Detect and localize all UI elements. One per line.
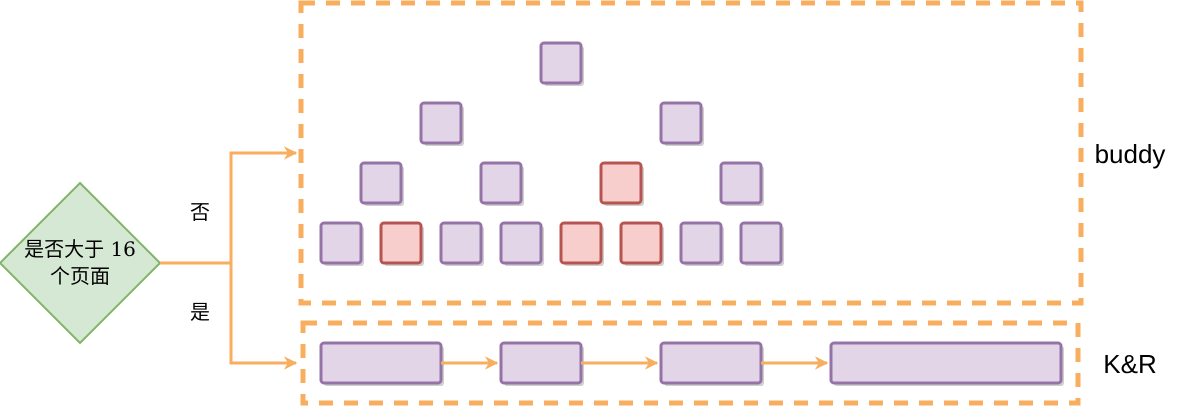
buddy-block-free-l3-3-box [499, 221, 543, 265]
buddy-block-used-l2-2-box [599, 161, 643, 205]
buddy-label: buddy [1095, 139, 1166, 169]
buddy-block-used-l3-4-box [559, 221, 603, 265]
buddy-block-free-l3-3 [499, 221, 544, 266]
buddy-block-free-l3-2-box [439, 221, 483, 265]
yes-branch-arrow [229, 263, 298, 370]
buddy-block-used-l3-1 [379, 221, 424, 266]
buddy-block-free-l3-6 [679, 221, 724, 266]
yes-branch-label: 是 [190, 300, 210, 324]
decision-label-line1: 是否大于 16 [24, 237, 136, 261]
buddy-block-free-l3-2 [439, 221, 484, 266]
buddy-container [298, 0, 1084, 306]
buddy-block-free-l3-7-box [739, 221, 783, 265]
buddy-block-used-l2-2 [599, 161, 644, 206]
buddy-block-free-l2-3 [719, 161, 764, 206]
buddy-group: buddy [298, 0, 1166, 306]
buddy-block-used-l3-4 [559, 221, 604, 266]
buddy-block-free-l3-0 [319, 221, 364, 266]
kr-block-1 [499, 341, 584, 386]
buddy-tree [319, 41, 784, 266]
buddy-block-free-l1-1 [659, 101, 704, 146]
buddy-block-free-l0-0-box [539, 41, 583, 85]
kr-free-list [319, 341, 1064, 386]
kr-block-2-box [659, 341, 763, 385]
buddy-block-free-l0-0 [539, 41, 584, 86]
kr-group: K&R [300, 320, 1157, 406]
buddy-block-free-l3-6-box [679, 221, 723, 265]
kr-block-0 [319, 341, 444, 386]
buddy-block-free-l2-3-box [719, 161, 763, 205]
buddy-block-used-l3-5-box [619, 221, 663, 265]
buddy-block-free-l2-0-box [359, 161, 403, 205]
kr-block-3-box [829, 341, 1063, 385]
buddy-block-free-l2-1-box [479, 161, 523, 205]
buddy-block-used-l3-5 [619, 221, 664, 266]
buddy-block-free-l3-7 [739, 221, 784, 266]
buddy-block-free-l1-0 [419, 101, 464, 146]
decision-diamond [0, 181, 162, 345]
no-branch-label: 否 [190, 200, 210, 224]
buddy-block-free-l1-0-box [419, 101, 463, 145]
buddy-block-free-l1-1-box [659, 101, 703, 145]
decision-node: 是否大于 16 个页面 [0, 181, 162, 345]
kr-block-2 [659, 341, 764, 386]
buddy-block-used-l3-1-box [379, 221, 423, 265]
kr-container [300, 320, 1081, 406]
buddy-block-free-l3-0-box [319, 221, 363, 265]
buddy-block-free-l2-0 [359, 161, 404, 206]
kr-block-0-box [319, 341, 443, 385]
decision-label-line2: 个页面 [50, 264, 110, 288]
kr-block-1-box [499, 341, 583, 385]
no-branch-arrow [229, 146, 298, 263]
kr-label: K&R [1103, 349, 1156, 379]
buddy-block-free-l2-1 [479, 161, 524, 206]
kr-block-3 [829, 341, 1064, 386]
branch-connectors: 否 是 [160, 146, 298, 370]
